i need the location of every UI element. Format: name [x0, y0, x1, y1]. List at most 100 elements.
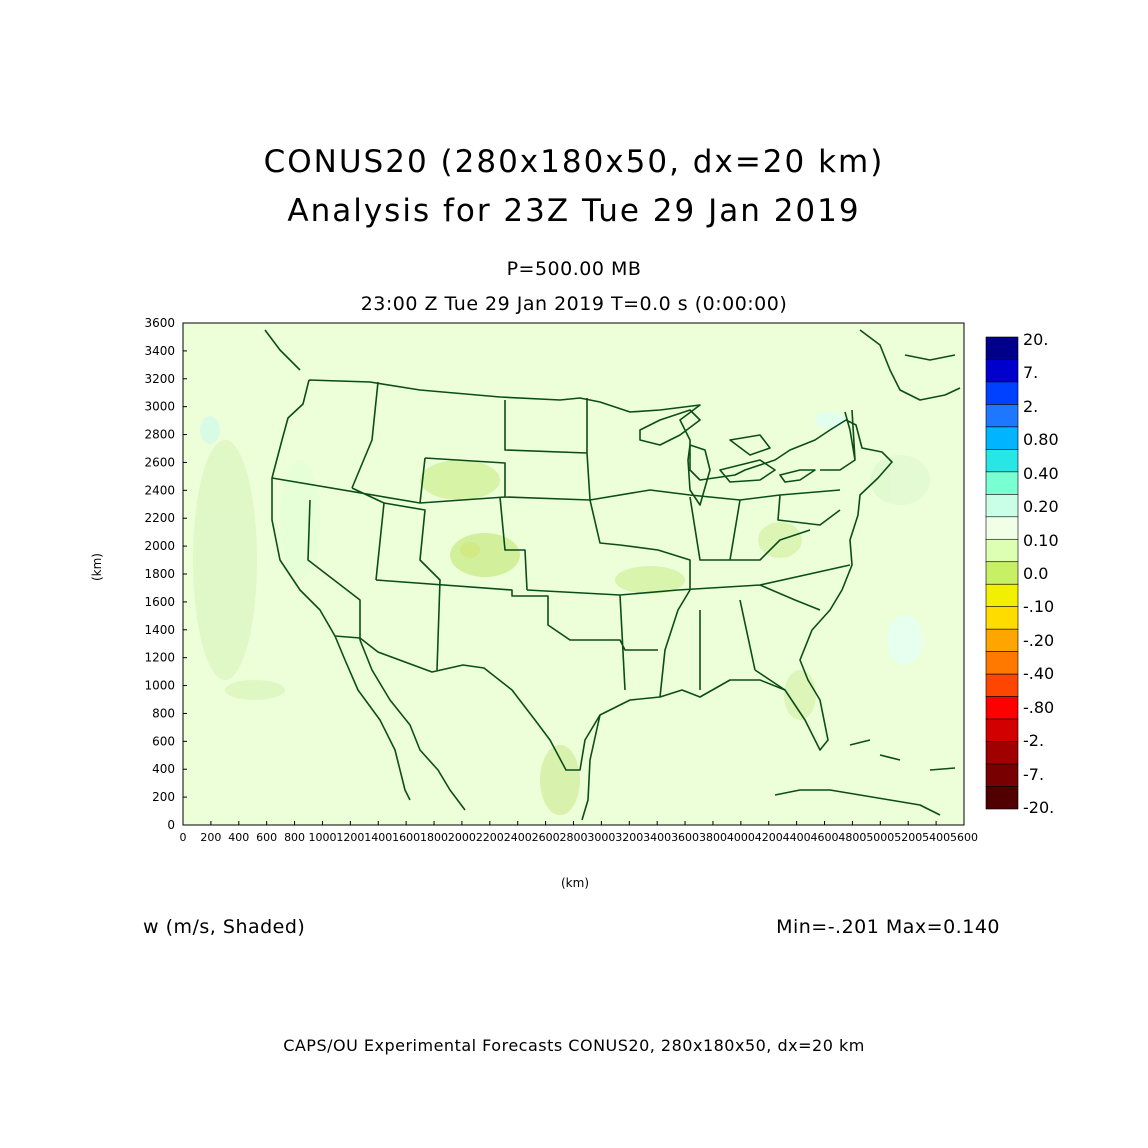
x-tick-label: 4200 [755, 831, 783, 844]
x-tick-label: 800 [284, 831, 305, 844]
y-tick-label: 1800 [144, 567, 175, 581]
x-tick-label: 5400 [922, 831, 950, 844]
colorbar-level-label: -.40 [1023, 664, 1055, 684]
x-tick-label: 2800 [560, 831, 588, 844]
mexico-coast [334, 635, 601, 821]
colorbar-level-label: -7. [1023, 764, 1045, 784]
colorbar-swatch [985, 538, 1019, 563]
y-tick-label: 3600 [144, 316, 175, 330]
colorbar-level-label: -.80 [1023, 697, 1055, 717]
field-patch [420, 460, 500, 500]
field-label: w (m/s, Shaded) [143, 916, 306, 938]
canada-coast [264, 329, 961, 401]
x-tick-label: 2400 [504, 831, 532, 844]
field-patch [280, 460, 320, 580]
colorbar-boxes [985, 336, 1019, 810]
field-patch [193, 440, 257, 680]
colorbar-swatch [985, 404, 1019, 428]
x-tick-label: 0 [180, 831, 187, 844]
y-axis: 0 200 400 600 800 1000 1200 1400 1600 1800 2000 220… [144, 316, 187, 832]
colorbar-swatch [985, 336, 1019, 360]
colorbar-swatch [985, 741, 1019, 765]
colorbar-level-label: 2. [1023, 396, 1039, 416]
y-tick-label: 0 [167, 818, 175, 832]
x-tick-label: 1400 [364, 831, 392, 844]
x-tick-label: 3200 [615, 831, 643, 844]
x-tick-label: 4000 [727, 831, 755, 844]
y-tick-label: 1400 [144, 623, 175, 637]
field-patch [784, 670, 816, 720]
y-tick-label: 1000 [144, 679, 175, 693]
min-max-label: Min=-.201 Max=0.140 [776, 916, 1000, 938]
y-tick-label: 2800 [144, 428, 175, 442]
x-tick-label: 4600 [811, 831, 839, 844]
y-tick-label: 800 [152, 706, 175, 720]
y-tick-label: 1200 [144, 651, 175, 665]
great-lakes [639, 409, 816, 506]
analysis-title: Analysis for 23Z Tue 29 Jan 2019 [287, 193, 861, 229]
field-patch [200, 416, 220, 444]
shaded-field-background [183, 323, 964, 825]
colorbar-level-label: -.20 [1023, 630, 1055, 650]
y-tick-label: 3400 [144, 344, 175, 358]
colorbar-swatch [985, 449, 1019, 473]
y-tick-label: 1600 [144, 595, 175, 609]
x-tick-label: 600 [256, 831, 277, 844]
x-tick-label: 5000 [866, 831, 894, 844]
x-tick-label: 1600 [392, 831, 420, 844]
colorbar-swatch [985, 696, 1019, 720]
field-patch [887, 615, 923, 665]
x-tick-label: 3800 [699, 831, 727, 844]
x-tick-label: 5200 [894, 831, 922, 844]
colorbar-swatch [985, 628, 1019, 652]
field-patch [225, 680, 285, 700]
valid-time-label: 23:00 Z Tue 29 Jan 2019 T=0.0 s (0:00:00… [360, 293, 788, 315]
colorbar-swatch [985, 786, 1019, 810]
colorbar-swatch [985, 359, 1019, 383]
field-patch [540, 745, 580, 815]
x-axis: 0 200 400 600 800 1000 1200 1400 1600 1800 2000 220… [180, 821, 978, 844]
y-tick-label: 3200 [144, 372, 175, 386]
colorbar-swatch [985, 516, 1019, 540]
x-tick-label: 3600 [671, 831, 699, 844]
y-tick-label: 2400 [144, 483, 175, 497]
x-tick-label: 3400 [643, 831, 671, 844]
colorbar-level-label: -2. [1023, 731, 1045, 751]
colorbar-swatch [985, 426, 1019, 450]
colorbar-level-label: -20. [1023, 798, 1055, 817]
colorbar-level-label: 0.40 [1023, 463, 1059, 483]
colorbar-swatch [985, 381, 1019, 405]
colorbar-swatch [985, 583, 1019, 608]
y-tick-label: 2600 [144, 455, 175, 469]
y-tick-label: 400 [152, 762, 175, 776]
field-patch [460, 542, 480, 558]
x-tick-label: 1800 [420, 831, 448, 844]
y-tick-label: 2000 [144, 539, 175, 553]
y-tick-label: 2200 [144, 511, 175, 525]
y-tick-label: 3000 [144, 400, 175, 414]
x-tick-label: 1000 [308, 831, 336, 844]
x-axis-label: (km) [561, 876, 590, 890]
shaded-field-patches [193, 412, 930, 815]
colorbar-swatch [985, 494, 1019, 518]
colorbar-swatch [985, 651, 1019, 675]
colorbar-level-label: 0.20 [1023, 497, 1059, 517]
colorbar-level-label: 20. [1023, 330, 1049, 349]
y-tick-label: 200 [152, 790, 175, 804]
colorbar-level-label: 0.80 [1023, 430, 1059, 450]
x-tick-label: 2600 [532, 831, 560, 844]
state-boundaries [271, 381, 856, 698]
field-patch [814, 412, 846, 428]
footer-credit: CAPS/OU Experimental Forecasts CONUS20, … [283, 1036, 865, 1055]
colorbar-level-label: -.10 [1023, 597, 1055, 617]
y-tick-label: 600 [152, 734, 175, 748]
main-title: CONUS20 (280x180x50, dx=20 km) [263, 144, 885, 180]
field-patch [615, 566, 685, 594]
x-tick-label: 2000 [448, 831, 476, 844]
colorbar-swatch [985, 561, 1019, 585]
caribbean-islands [774, 739, 956, 816]
x-tick-label: 1200 [336, 831, 364, 844]
x-tick-label: 200 [200, 831, 221, 844]
